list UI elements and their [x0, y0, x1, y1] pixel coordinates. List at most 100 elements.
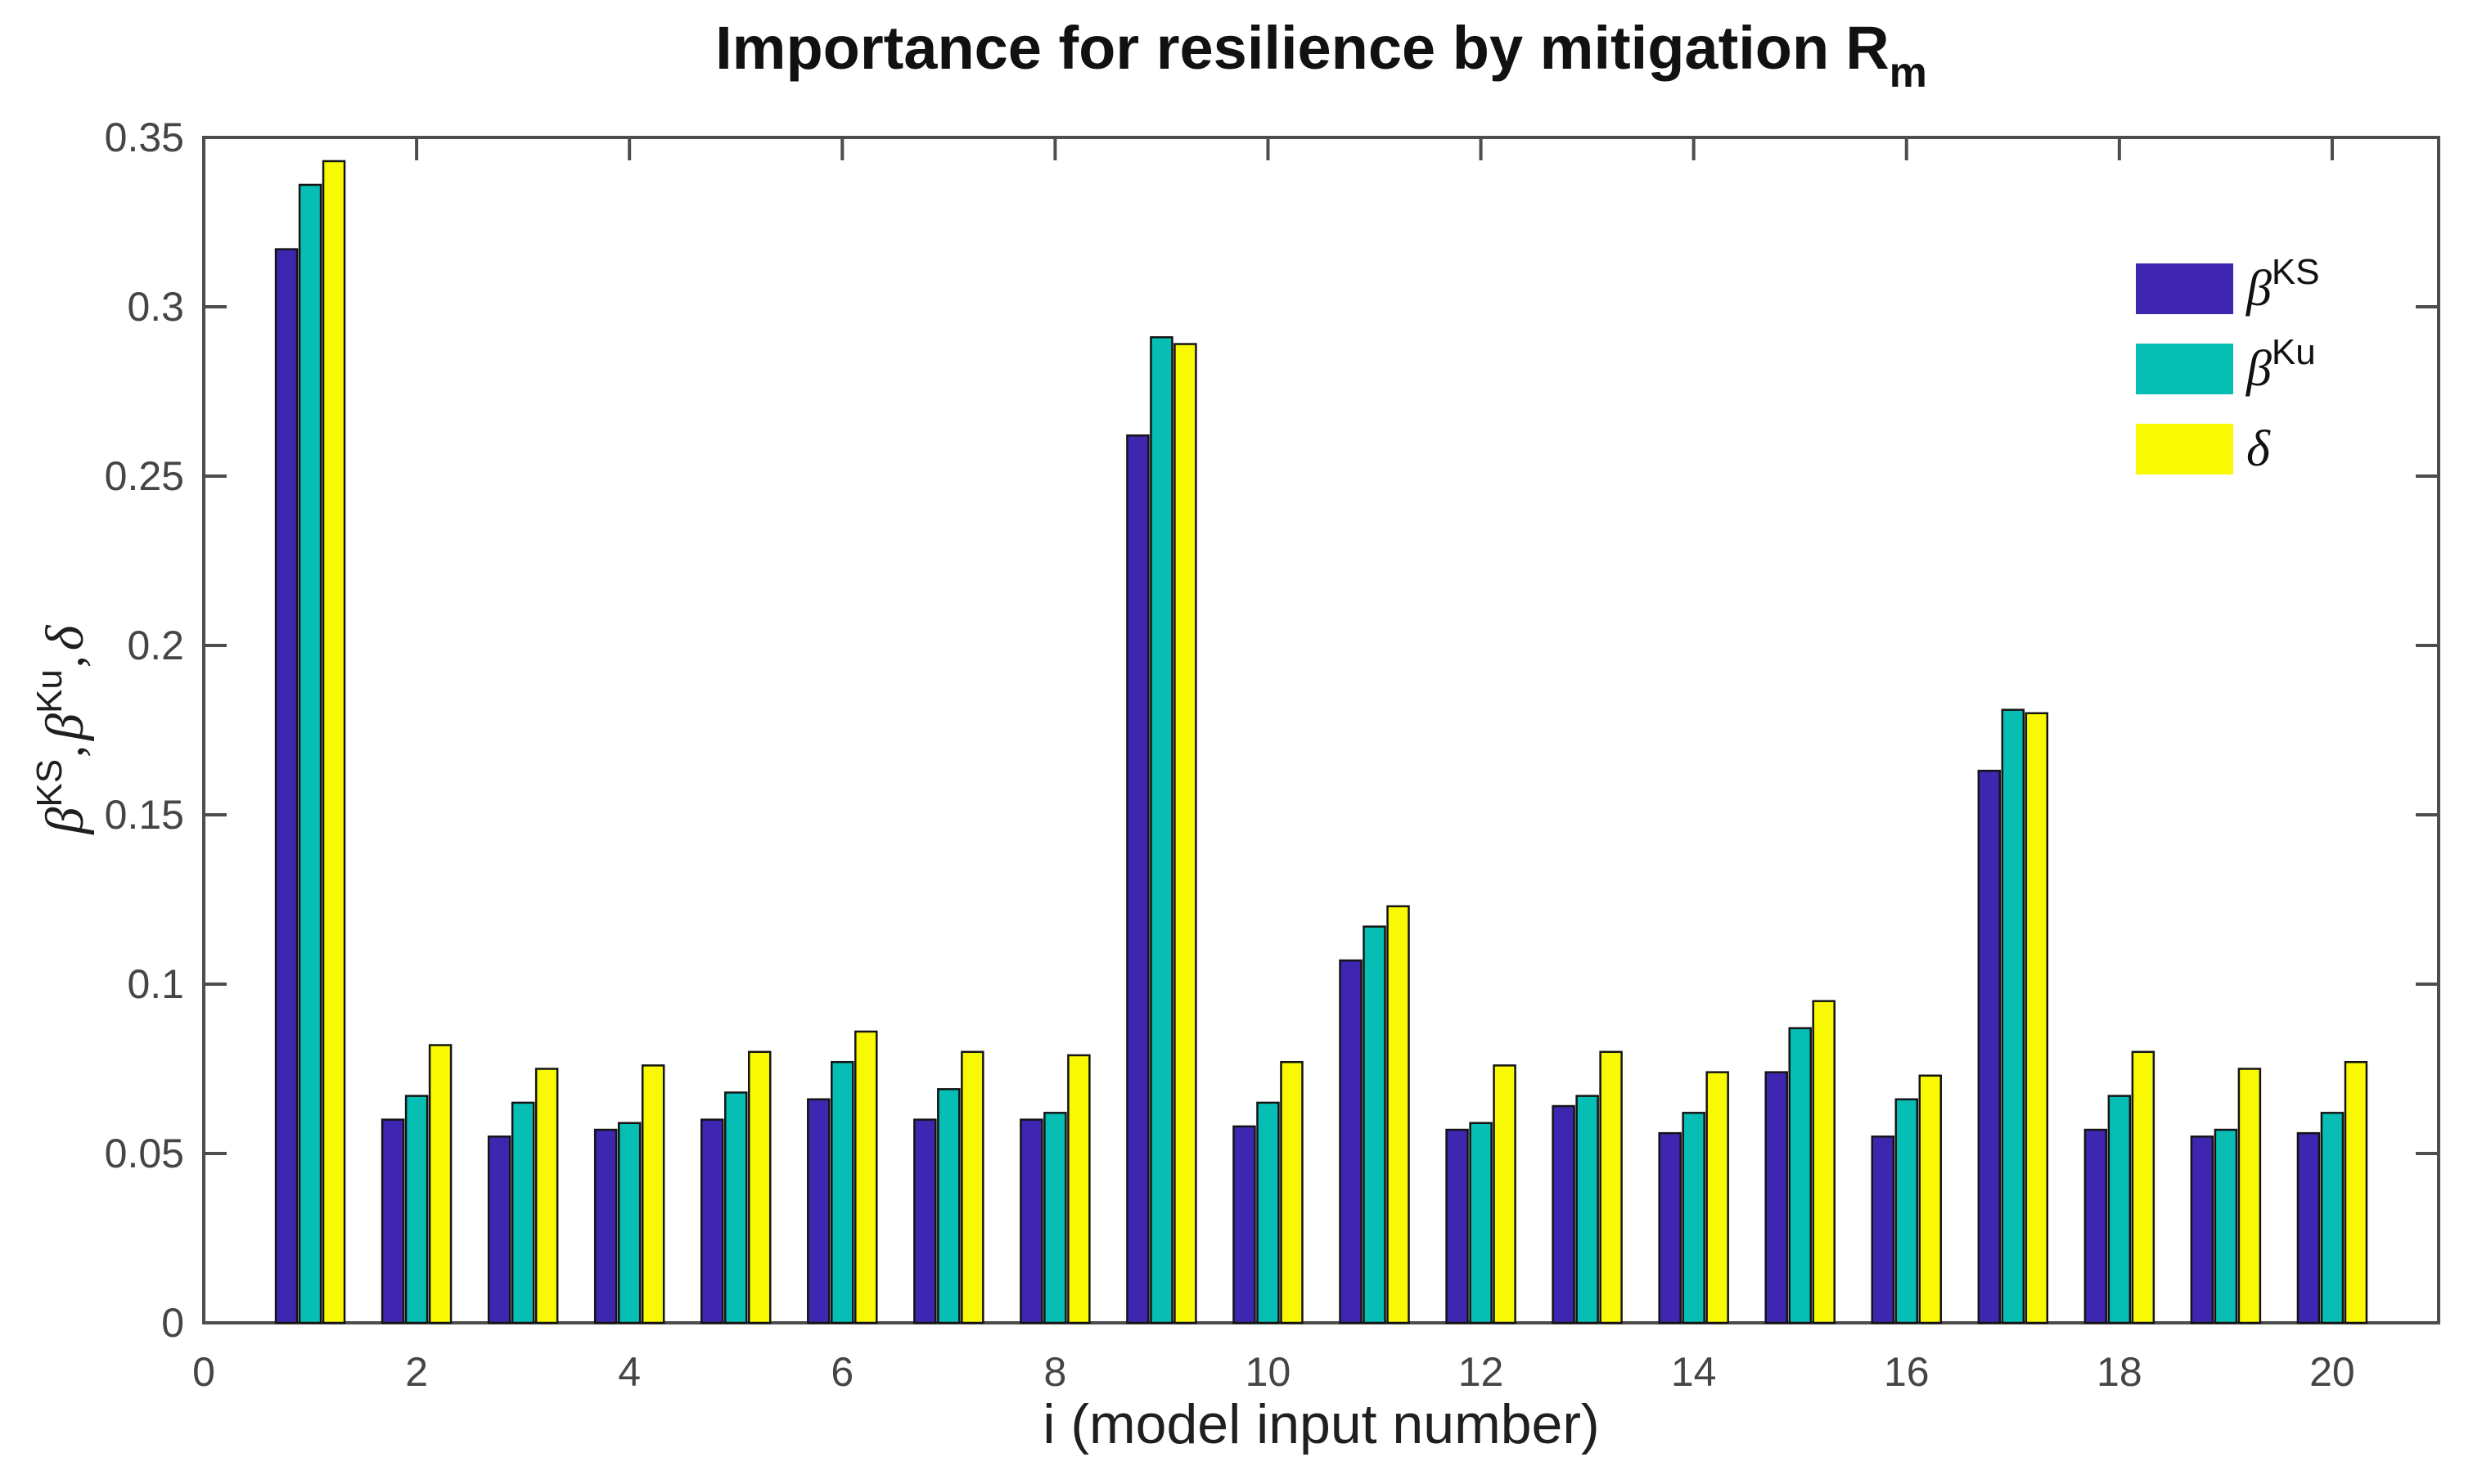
- bar-delta-i1: [322, 160, 346, 1324]
- bar-beta-ks-i19: [2190, 1135, 2214, 1324]
- legend-label-base-beta-ks: β: [2246, 260, 2272, 317]
- bar-beta-ks-i6: [807, 1098, 831, 1324]
- bar-delta-i9: [1173, 343, 1197, 1324]
- bar-beta-ku-i14: [1682, 1112, 1705, 1324]
- bar-beta-ku-i6: [831, 1060, 854, 1324]
- bar-beta-ks-i1: [274, 248, 299, 1324]
- bar-beta-ku-i7: [937, 1088, 961, 1324]
- legend: βKS βKu δ: [2136, 252, 2320, 504]
- bar-beta-ku-i13: [1575, 1095, 1599, 1324]
- legend-swatch-beta-ks: [2136, 263, 2233, 314]
- y-tick-label: 0.1: [127, 961, 184, 1007]
- bar-beta-ku-i3: [511, 1101, 535, 1324]
- chart-title-text: Importance for resilience by mitigation: [715, 14, 1830, 82]
- bar-beta-ku-i1: [298, 183, 322, 1324]
- bar-delta-i18: [2131, 1050, 2155, 1324]
- bar-delta-i16: [1918, 1074, 1943, 1324]
- x-tick-label: 8: [1043, 1349, 1066, 1395]
- y-tick-label: 0.25: [105, 453, 184, 499]
- y-label-sup-ku: Ku: [29, 669, 70, 714]
- bar-delta-i10: [1280, 1060, 1304, 1324]
- x-tick-label: 10: [1246, 1349, 1291, 1395]
- y-tick-label: 0.15: [105, 792, 184, 838]
- bar-beta-ks-i20: [2296, 1131, 2321, 1324]
- bar-beta-ku-i4: [617, 1122, 642, 1324]
- y-label-delta: δ: [35, 625, 95, 651]
- bar-beta-ks-i12: [1445, 1128, 1469, 1324]
- bar-beta-ku-i20: [2320, 1112, 2345, 1324]
- x-axis-label: i (model input number): [1043, 1393, 1600, 1455]
- bar-delta-i8: [1067, 1054, 1091, 1324]
- y-label-beta1: β: [35, 807, 95, 834]
- bar-beta-ku-i11: [1363, 925, 1386, 1324]
- bar-delta-i6: [854, 1030, 878, 1324]
- bar-beta-ks-i9: [1126, 434, 1150, 1324]
- bar-beta-ku-i17: [2001, 708, 2025, 1324]
- x-tick-label: 6: [831, 1349, 854, 1395]
- bar-beta-ks-i3: [487, 1135, 511, 1324]
- bar-beta-ku-i2: [404, 1095, 429, 1324]
- bar-beta-ku-i8: [1043, 1112, 1067, 1324]
- bar-beta-ku-i18: [2107, 1095, 2132, 1324]
- legend-label-delta: δ: [2246, 420, 2270, 479]
- bar-delta-i20: [2344, 1060, 2368, 1324]
- bar-beta-ks-i11: [1339, 959, 1363, 1324]
- y-label-sup-ks: KS: [29, 758, 70, 807]
- bar-beta-ks-i15: [1764, 1071, 1788, 1324]
- bar-beta-ks-i2: [381, 1118, 405, 1324]
- x-tick-label: 18: [2097, 1349, 2142, 1395]
- bar-delta-i12: [1493, 1064, 1516, 1324]
- bar-delta-i19: [2237, 1068, 2262, 1324]
- bar-beta-ks-i17: [1977, 769, 2002, 1324]
- y-tick-label: 0.2: [127, 623, 184, 668]
- chart-title-R: R: [1845, 14, 1890, 82]
- y-axis-label: βKS,βKu,δ: [29, 625, 97, 834]
- y-tick-label: 0.05: [105, 1131, 184, 1176]
- legend-item-beta-ks: βKS: [2136, 252, 2320, 317]
- legend-item-beta-ku: βKu: [2136, 332, 2320, 397]
- bar-delta-i4: [641, 1064, 665, 1324]
- bar-beta-ku-i15: [1788, 1027, 1812, 1324]
- legend-swatch-beta-ku: [2136, 344, 2233, 394]
- y-label-beta2: β: [35, 713, 95, 740]
- bar-delta-i3: [534, 1068, 559, 1324]
- x-tick-label: 4: [618, 1349, 641, 1395]
- legend-label-sup-beta-ku: Ku: [2271, 331, 2316, 372]
- bar-delta-i5: [747, 1050, 772, 1324]
- bar-delta-i13: [1599, 1050, 1623, 1324]
- legend-label-sup-beta-ks: KS: [2271, 251, 2320, 292]
- bar-beta-ks-i4: [593, 1128, 618, 1324]
- chart-title-subscript: m: [1889, 49, 1927, 97]
- bar-beta-ks-i13: [1552, 1104, 1575, 1324]
- x-tick-label: 20: [2309, 1349, 2355, 1395]
- bar-beta-ku-i16: [1894, 1098, 1919, 1324]
- chart-title: Importance for resilience by mitigation R…: [204, 13, 2439, 97]
- bar-delta-i14: [1705, 1071, 1729, 1324]
- y-label-comma2: ,: [39, 655, 93, 668]
- bar-beta-ku-i12: [1469, 1122, 1493, 1324]
- legend-label-beta-ku: βKu: [2246, 332, 2316, 398]
- bar-delta-i11: [1386, 905, 1410, 1324]
- y-tick-label: 0: [161, 1300, 184, 1346]
- bar-delta-i15: [1812, 1000, 1836, 1324]
- y-tick-label: 0.3: [127, 284, 184, 330]
- x-tick-label: 12: [1458, 1349, 1504, 1395]
- bar-beta-ku-i5: [723, 1091, 748, 1324]
- bar-beta-ks-i5: [700, 1118, 724, 1324]
- legend-label-base-delta: δ: [2246, 420, 2270, 477]
- bar-beta-ks-i14: [1658, 1131, 1682, 1324]
- y-tick-label: 0.35: [105, 115, 184, 160]
- y-label-comma1: ,: [39, 744, 93, 758]
- axes-box: [202, 136, 2440, 1324]
- bar-beta-ks-i7: [913, 1118, 937, 1324]
- bar-beta-ku-i19: [2214, 1128, 2238, 1324]
- x-tick-label: 0: [192, 1349, 215, 1395]
- legend-label-base-beta-ku: β: [2246, 340, 2272, 397]
- bar-beta-ks-i10: [1232, 1125, 1256, 1324]
- bar-beta-ku-i10: [1256, 1101, 1280, 1324]
- x-tick-label: 16: [1884, 1349, 1930, 1395]
- bar-delta-i7: [961, 1050, 984, 1324]
- legend-swatch-delta: [2136, 424, 2233, 474]
